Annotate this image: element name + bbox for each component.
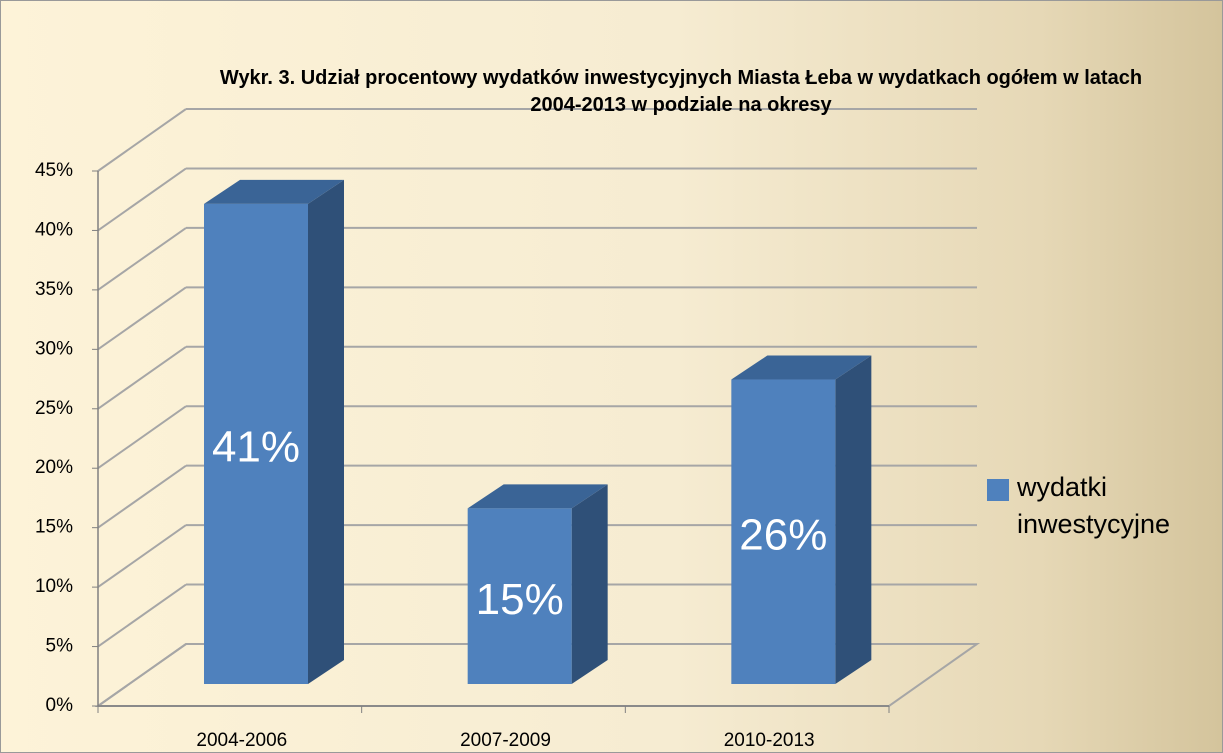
side-grid-line <box>97 286 187 351</box>
side-grid-line <box>97 583 187 648</box>
data-label: 41% <box>212 423 300 472</box>
y-tick-label: 40% <box>35 219 73 240</box>
side-grid-line <box>97 643 187 707</box>
y-tick-label: 20% <box>35 457 73 478</box>
x-tick-label: 2004-2006 <box>196 730 287 751</box>
bar <box>467 508 572 684</box>
y-tick-label: 30% <box>35 338 73 359</box>
data-label: 15% <box>476 575 564 624</box>
y-tick-label: 10% <box>35 576 73 597</box>
y-tick-label: 0% <box>46 695 74 716</box>
bar-top <box>731 355 872 380</box>
side-grid-line <box>97 405 187 470</box>
bar-side <box>308 179 344 684</box>
bar <box>731 379 836 684</box>
y-tick-label: 35% <box>35 279 73 300</box>
y-tick-label: 15% <box>35 517 73 538</box>
bar-top <box>467 484 608 509</box>
y-tick-label: 45% <box>35 160 73 181</box>
side-grid-line <box>97 345 187 410</box>
bar-side <box>571 484 608 684</box>
legend-label: wydatki inwestycyjne <box>1017 472 1171 539</box>
side-grid-line <box>97 227 187 291</box>
y-tick-label: 5% <box>46 636 74 657</box>
y-tick-label: 25% <box>35 398 73 419</box>
side-grid-line <box>97 108 187 172</box>
bar-top <box>204 179 344 204</box>
chart-title: Wykr. 3. Udział procentowy wydatków inwe… <box>219 67 1143 116</box>
side-grid-line <box>97 464 187 529</box>
bar <box>204 203 308 684</box>
bar-side <box>835 355 872 684</box>
data-label: 26% <box>739 510 827 559</box>
side-grid-line <box>97 524 187 588</box>
legend-swatch <box>987 479 1009 501</box>
side-grid-line <box>97 167 187 232</box>
x-tick-label: 2007-2009 <box>460 730 551 751</box>
x-tick-label: 2010-2013 <box>724 730 815 751</box>
